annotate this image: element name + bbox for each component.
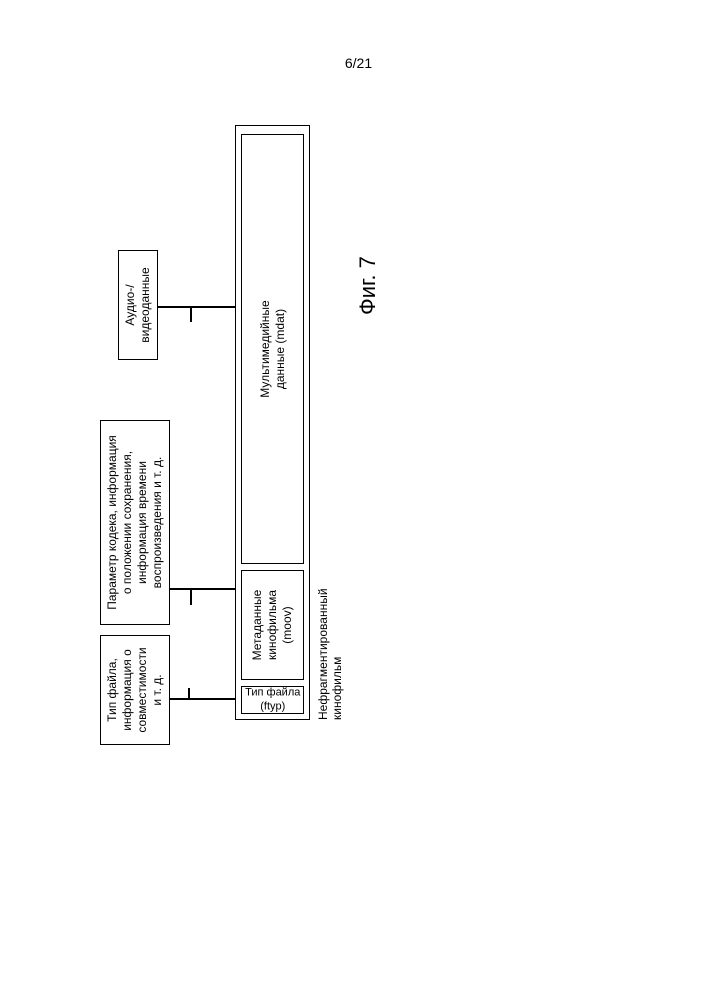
- moov-box: Метаданныекинофильма(moov): [241, 570, 304, 680]
- connector-mdat: [158, 306, 235, 308]
- connector-ftyp: [170, 698, 235, 700]
- moov-label: Метаданныекинофильма(moov): [250, 590, 295, 661]
- figure-caption-text: Фиг. 7: [355, 256, 380, 315]
- callout-ftyp-box: Тип файла,информация осовместимостии т. …: [100, 635, 170, 745]
- ftyp-box: Тип файла(ftyp): [241, 686, 304, 714]
- connector-mdat-curve: [190, 306, 192, 322]
- side-caption: Нефрагментированныйкинофильм: [316, 550, 344, 720]
- callout-mdat-label: Аудио-/видеоданные: [123, 267, 153, 342]
- ftyp-label: Тип файла(ftyp): [245, 686, 300, 714]
- connector-moov: [170, 588, 235, 590]
- mdat-box: Мультимедийныеданные (mdat): [241, 134, 304, 564]
- callout-moov-label: Параметр кодека, информацияо положении с…: [105, 435, 165, 610]
- diagram-group: Тип файла,информация осовместимостии т. …: [100, 120, 400, 720]
- page-number: 6/21: [0, 55, 717, 71]
- callout-mdat-box: Аудио-/видеоданные: [118, 250, 158, 360]
- mdat-label: Мультимедийныеданные (mdat): [258, 300, 288, 397]
- connector-moov-curve: [190, 588, 192, 605]
- callout-moov-box: Параметр кодека, информацияо положении с…: [100, 420, 170, 625]
- callout-ftyp-label: Тип файла,информация осовместимостии т. …: [105, 647, 165, 732]
- connector-ftyp-h: [188, 688, 190, 700]
- page: 6/21 Тип файла,информация осовместимости…: [0, 0, 717, 1000]
- side-caption-text: Нефрагментированныйкинофильм: [316, 588, 344, 720]
- figure-caption: Фиг. 7: [355, 256, 381, 315]
